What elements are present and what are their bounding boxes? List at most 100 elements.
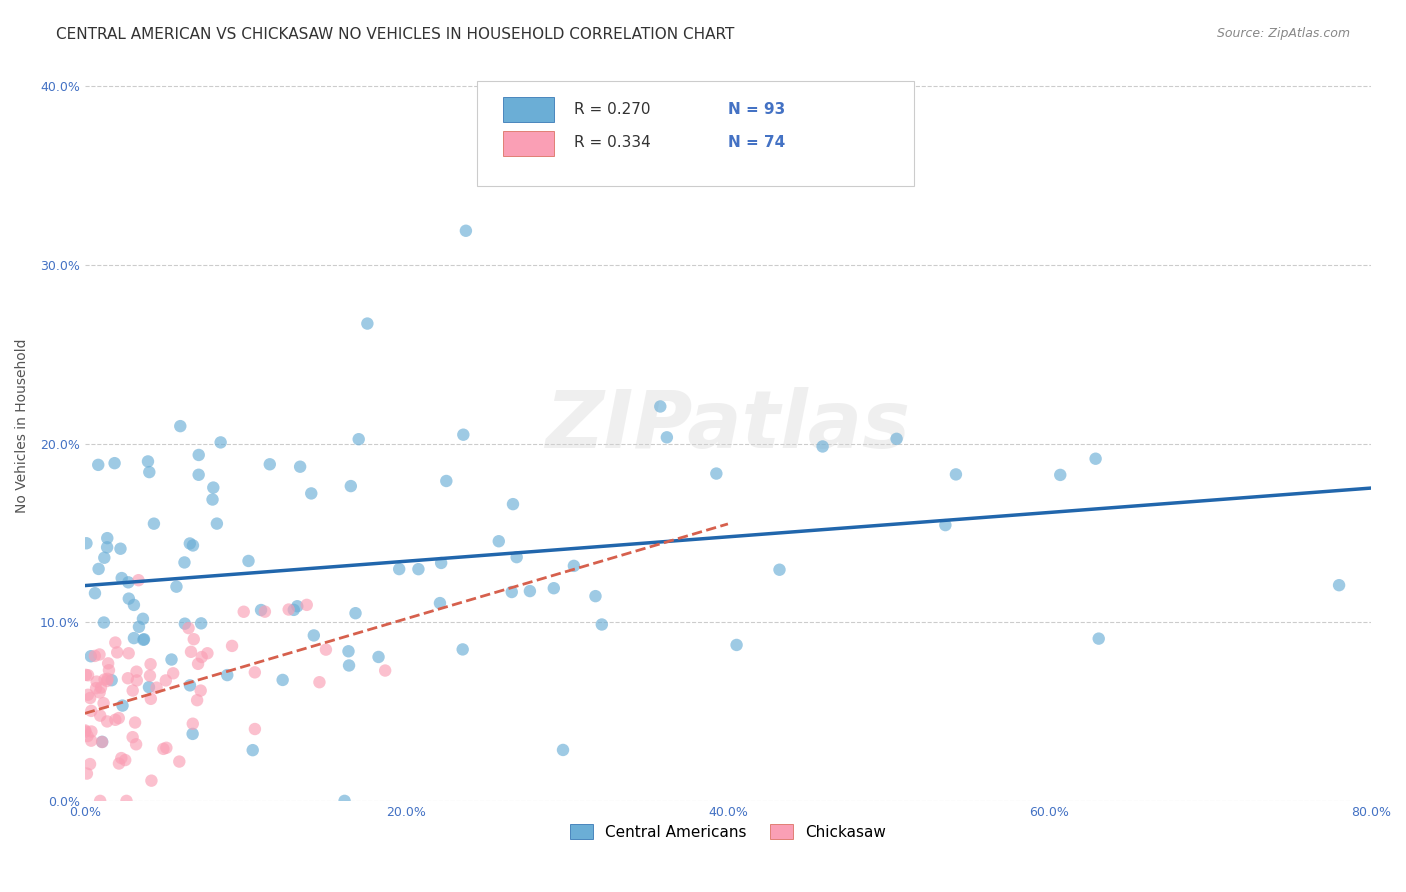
Point [79, 691, 101, 706]
Point [162, 666, 184, 681]
Point [87, 458, 110, 472]
Point [80, 733, 103, 747]
Point [96, 714, 118, 729]
Point [104, 456, 127, 470]
FancyBboxPatch shape [477, 80, 914, 186]
Point [340, 479, 363, 493]
Point [356, 317, 378, 331]
Point [187, 467, 209, 482]
Point [169, 419, 191, 434]
Point [232, 605, 254, 619]
Point [173, 616, 195, 631]
Point [299, 486, 322, 500]
Point [725, 638, 748, 652]
Text: R = 0.270: R = 0.270 [574, 102, 650, 117]
Point [90, 681, 112, 695]
Point [89, 708, 111, 723]
Point [125, 665, 148, 679]
Point [181, 716, 204, 731]
Point [132, 632, 155, 647]
Point [132, 632, 155, 647]
Point [243, 722, 266, 736]
Point [111, 698, 134, 713]
Point [253, 605, 276, 619]
Point [121, 730, 143, 744]
Point [585, 589, 607, 603]
Point [333, 794, 356, 808]
Point [97, 663, 120, 677]
Point [1087, 632, 1109, 646]
Point [160, 652, 183, 666]
Point [408, 562, 430, 576]
Point [141, 773, 163, 788]
Point [93, 550, 115, 565]
Point [501, 585, 523, 599]
Point [374, 664, 396, 678]
Text: Source: ZipAtlas.com: Source: ZipAtlas.com [1216, 27, 1350, 40]
Point [934, 518, 956, 533]
Point [295, 598, 318, 612]
Point [122, 598, 145, 612]
Point [75, 668, 97, 682]
Point [108, 756, 131, 771]
Point [96, 541, 118, 555]
Point [187, 448, 209, 462]
Point [302, 628, 325, 642]
Point [138, 465, 160, 479]
Point [197, 646, 219, 660]
Point [502, 497, 524, 511]
Point [451, 642, 474, 657]
Point [768, 563, 790, 577]
Point [429, 596, 451, 610]
Point [288, 459, 311, 474]
Point [166, 580, 188, 594]
Point [89, 794, 111, 808]
Point [110, 751, 132, 765]
Point [186, 693, 208, 707]
Point [127, 573, 149, 587]
Point [183, 632, 205, 647]
Point [93, 615, 115, 630]
Point [139, 691, 162, 706]
Point [97, 657, 120, 671]
Point [104, 635, 127, 649]
Point [259, 458, 281, 472]
Point [91, 735, 114, 749]
Point [434, 474, 457, 488]
Point [180, 645, 202, 659]
Point [107, 711, 129, 725]
Point [347, 432, 370, 446]
Point [181, 727, 204, 741]
Point [344, 606, 367, 620]
Point [96, 673, 118, 688]
Point [145, 681, 167, 695]
Point [152, 742, 174, 756]
Point [187, 657, 209, 671]
Point [87, 562, 110, 576]
Point [337, 644, 360, 658]
Point [388, 562, 411, 576]
Point [84, 681, 107, 696]
Point [86, 674, 108, 689]
Point [488, 534, 510, 549]
Point [169, 755, 191, 769]
Point [128, 620, 150, 634]
Point [104, 713, 127, 727]
Point [139, 669, 162, 683]
Text: CENTRAL AMERICAN VS CHICKASAW NO VEHICLES IN HOUSEHOLD CORRELATION CHART: CENTRAL AMERICAN VS CHICKASAW NO VEHICLE… [56, 27, 734, 42]
Point [217, 668, 239, 682]
Point [125, 673, 148, 688]
Point [117, 575, 139, 590]
Legend: Central Americans, Chickasaw: Central Americans, Chickasaw [564, 818, 891, 846]
Point [271, 673, 294, 687]
Point [505, 550, 527, 565]
Point [75, 536, 97, 550]
Point [93, 696, 115, 710]
Point [886, 432, 908, 446]
Point [454, 224, 477, 238]
Point [155, 673, 177, 688]
Point [811, 440, 834, 454]
Point [142, 516, 165, 531]
Point [89, 685, 111, 699]
Point [122, 631, 145, 645]
